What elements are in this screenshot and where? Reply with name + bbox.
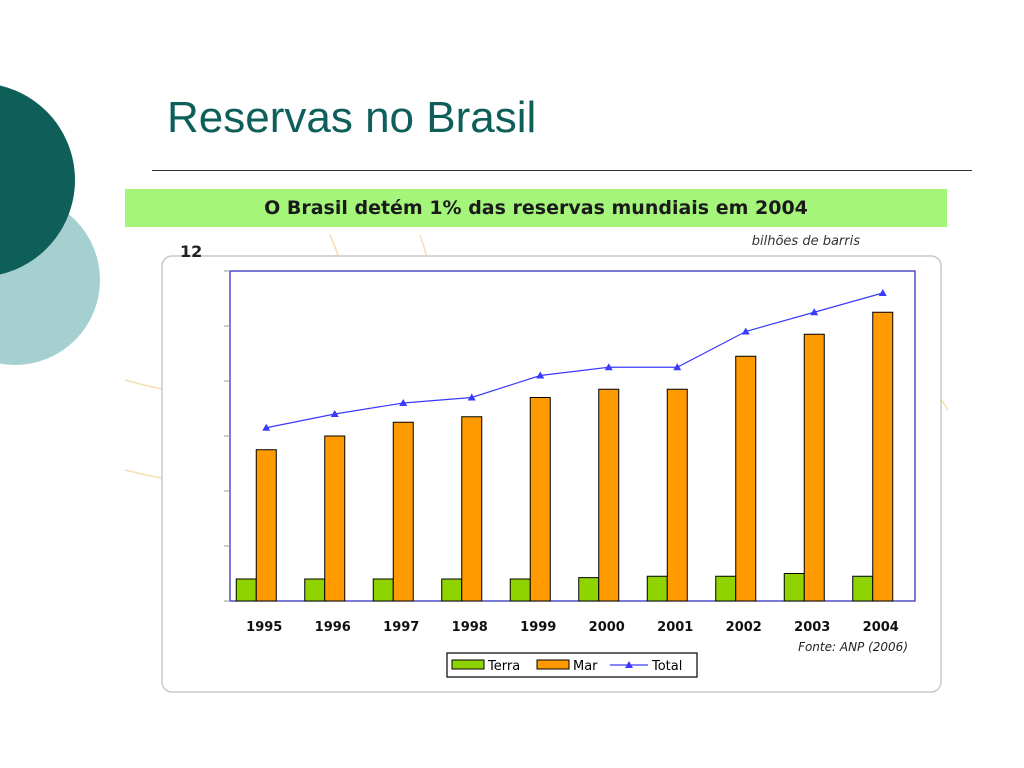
bar-mar-2002 [735, 355, 757, 602]
bar-terra-1996 [304, 578, 326, 602]
bar-terra-1998 [441, 578, 463, 602]
bar-mar-2004 [872, 311, 894, 602]
bar-terra-1999 [509, 578, 531, 602]
y-axis-ticks [224, 270, 230, 602]
legend-swatch-mar [536, 659, 570, 670]
bar-terra-2001 [646, 575, 668, 602]
x-tick-label-2003: 2003 [794, 620, 830, 635]
total-point-1997 [399, 399, 408, 406]
legend: Terra Mar Total [446, 652, 698, 678]
legend-box [446, 652, 698, 678]
bar-terra-2004 [852, 575, 874, 602]
legend-label-mar: Mar [573, 659, 598, 674]
y-tick-label-top: 12 [180, 242, 202, 261]
source-note: Fonte: ANP (2006) [798, 640, 908, 654]
bar-mar-2003 [803, 333, 825, 602]
total-point-1999 [536, 371, 545, 379]
decorative-circle-dark [0, 85, 75, 275]
title-divider [152, 170, 972, 171]
chart-title-banner: O Brasil detém 1% das reservas mundiais … [125, 189, 947, 227]
total-point-1996 [330, 410, 339, 417]
bar-terra-2003 [783, 573, 805, 602]
total-point-1998 [467, 393, 476, 401]
x-tick-label-2000: 2000 [589, 620, 625, 635]
legend-marker-total [625, 661, 633, 668]
unit-label: bilhões de barris [752, 234, 860, 249]
slide-title: Reservas no Brasil [167, 93, 537, 142]
total-point-2003 [810, 308, 819, 316]
legend-label-total: Total [651, 659, 682, 674]
bar-mar-1997 [392, 421, 414, 602]
x-tick-label-2002: 2002 [726, 620, 762, 635]
x-axis-labels: 1995 1996 1997 1998 1999 2000 2001 2002 2003 2004 [246, 620, 899, 635]
legend-label-terra: Terra [487, 659, 520, 674]
bars-layer [235, 311, 894, 602]
bar-terra-2002 [715, 575, 737, 602]
bar-mar-2001 [666, 388, 688, 602]
chart-title: O Brasil detém 1% das reservas mundiais … [264, 197, 808, 219]
bar-mar-2000 [598, 388, 620, 602]
bar-mar-1995 [255, 449, 277, 602]
bar-mar-1999 [529, 397, 551, 602]
x-tick-label-1997: 1997 [383, 620, 419, 635]
x-tick-label-2004: 2004 [863, 620, 899, 635]
bar-terra-2000 [578, 577, 600, 602]
x-tick-label-1999: 1999 [520, 620, 556, 635]
x-tick-label-2001: 2001 [657, 620, 693, 635]
total-line-layer [262, 289, 887, 431]
total-point-2002 [741, 327, 750, 335]
legend-swatch-terra [451, 659, 485, 670]
bar-mar-1998 [461, 416, 483, 602]
bar-mar-1996 [324, 435, 346, 602]
total-series-line [266, 292, 883, 429]
total-point-2001 [673, 363, 682, 371]
total-point-1995 [262, 423, 271, 431]
x-tick-label-1995: 1995 [246, 620, 282, 635]
bar-terra-1997 [372, 578, 394, 602]
x-tick-label-1998: 1998 [452, 620, 488, 635]
total-point-2004 [878, 289, 887, 296]
x-tick-label-1996: 1996 [315, 620, 351, 635]
total-point-2000 [604, 363, 613, 371]
bar-terra-1995 [235, 578, 257, 602]
